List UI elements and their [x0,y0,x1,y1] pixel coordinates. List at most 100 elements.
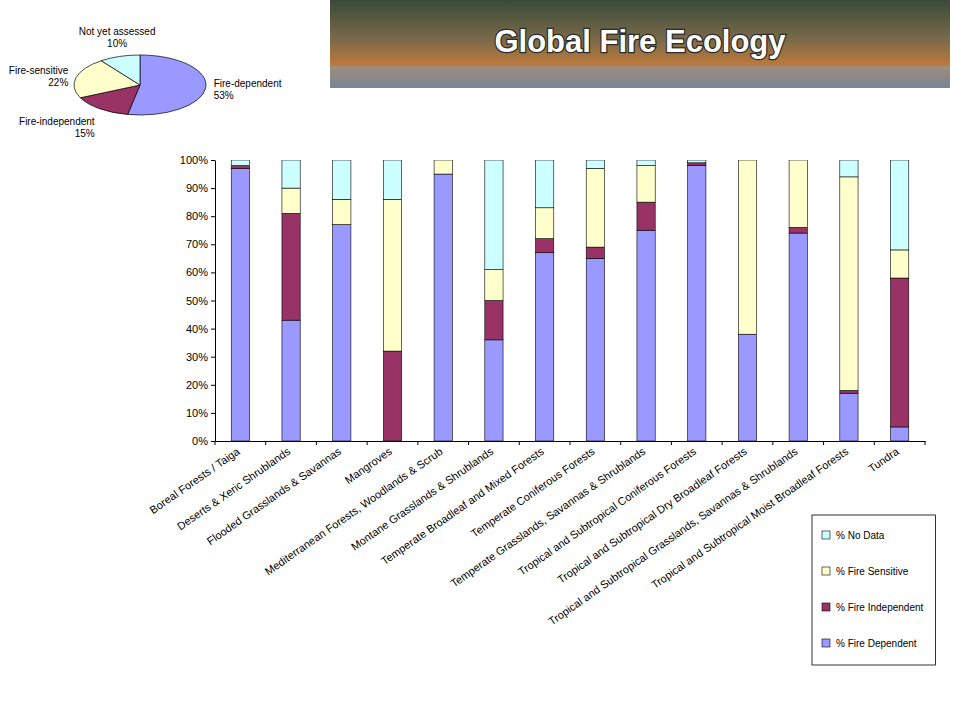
bar [536,208,554,239]
bars [231,160,909,441]
bar [282,160,300,188]
bar [536,239,554,253]
tick-label: Tundra [866,444,902,474]
bar [282,188,300,213]
bar [637,160,655,166]
bar [383,351,401,441]
bar [333,199,351,224]
bar [789,227,807,233]
pie-label: Fire-sensitive22% [9,65,69,88]
legend-swatch [822,567,830,575]
tick-label: 60% [186,266,208,278]
x-tick: Tropical and Subtropical Grasslands, Sav… [546,445,800,628]
bar [891,250,909,278]
pie-label-value: 10% [107,38,127,49]
pie-slice [101,55,140,85]
category-separator [316,441,317,445]
pie [74,55,206,115]
bar [586,168,604,247]
tick-label: Mediterranean Forests, Woodlands & Scrub [263,445,445,577]
bar [840,393,858,441]
y-tick: 40% [186,323,215,335]
bar [891,278,909,427]
bar [688,163,706,166]
bar [282,320,300,441]
bar [840,177,858,391]
bar [891,427,909,441]
y-tick: 50% [186,295,215,307]
pie-label: Fire-dependent53% [214,78,282,101]
tick-mark [211,301,215,302]
bar [637,202,655,230]
bar [738,334,756,441]
category-separator [925,441,926,445]
tick-mark [211,441,215,442]
bar [485,270,503,301]
category-separator [874,441,875,445]
pie-label-name: Not yet assessed [79,26,156,37]
tick-mark [211,244,215,245]
category-separator [468,441,469,445]
tick-label: 10% [186,407,208,419]
tick-label: Tropical and Subtropical Coniferous Fore… [516,445,699,578]
category-separator [823,441,824,445]
category-separator [722,441,723,445]
bar [637,230,655,441]
tick-mark [211,357,215,358]
bar [840,390,858,393]
bar [891,160,909,250]
x-tick: Tropical and Subtropical Coniferous Fore… [516,445,699,578]
bar [586,247,604,258]
tick-mark [211,272,215,273]
x-axis: Boreal Forests / TaigaDeserts & Xeric Sh… [147,441,925,627]
category-separator [417,441,418,445]
pie-labels: Fire-dependent53%Fire-independent15%Fire… [9,26,282,139]
bar [485,301,503,340]
bar [231,168,249,441]
pie-label-name: Fire-dependent [214,78,282,89]
tick-mark [211,216,215,217]
x-tick: Boreal Forests / Taiga [147,444,242,516]
bar [383,199,401,351]
bar [434,160,452,174]
tick-label: 50% [186,295,208,307]
legend-swatch [822,531,830,539]
category-separator [570,441,571,445]
title: Global Fire Ecology [494,24,786,59]
tick-label: 80% [186,210,208,222]
pie-label-name: Fire-independent [19,116,95,127]
y-tick: 0% [192,435,215,447]
y-tick: 90% [186,182,215,194]
bar [485,340,503,441]
y-tick: 10% [186,407,215,419]
bar [738,160,756,161]
pie-label-name: Fire-sensitive [9,65,69,76]
category-separator [620,441,621,445]
y-axis: 0%10%20%30%40%50%60%70%80%90%100% [180,154,216,447]
banner-water [330,66,950,88]
legend: % No Data% Fire Sensitive% Fire Independ… [812,515,936,665]
bar [282,213,300,320]
category-separator [367,441,368,445]
tick-label: 20% [186,379,208,391]
category-separator [519,441,520,445]
x-tick: Tropical and Subtropical Dry Broadleaf F… [555,445,749,586]
tick-mark [211,188,215,189]
tick-mark [211,329,215,330]
bar [485,160,503,270]
legend-swatch [822,603,830,611]
y-tick: 30% [186,351,215,363]
y-tick: 60% [186,266,215,278]
bar [333,160,351,199]
bar [586,258,604,441]
y-tick: 80% [186,210,215,222]
tick-label: 90% [186,182,208,194]
pie-label-value: 53% [214,90,234,101]
category-separator [671,441,672,445]
legend-box [812,515,936,665]
pie-label: Not yet assessed10% [79,26,156,49]
category-separator [215,441,216,445]
bar [383,160,401,199]
pie-label-value: 22% [48,77,68,88]
tick-label: 0% [192,435,208,447]
